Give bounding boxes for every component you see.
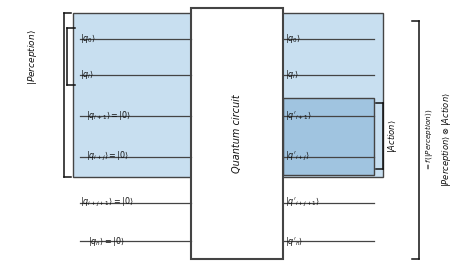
Text: $|q_i\rangle$: $|q_i\rangle$ (80, 68, 94, 81)
Text: $|q_{i+j+1}\rangle=|0\rangle$: $|q_{i+j+1}\rangle=|0\rangle$ (80, 196, 134, 209)
Text: $|q_{i+j}\rangle=|0\rangle$: $|q_{i+j}\rangle=|0\rangle$ (86, 150, 129, 163)
Bar (73, 13, 383, 177)
Text: $|q'_{i+j}\rangle$: $|q'_{i+j}\rangle$ (285, 150, 310, 163)
Text: $|q_0\rangle$: $|q_0\rangle$ (285, 32, 301, 45)
Text: $|Action\rangle$: $|Action\rangle$ (386, 119, 399, 153)
Text: $|Perception\rangle$: $|Perception\rangle$ (26, 29, 39, 85)
Text: $|q'_{i+j+1}\rangle$: $|q'_{i+j+1}\rangle$ (285, 196, 320, 209)
Text: $|q_0\rangle$: $|q_0\rangle$ (80, 32, 96, 45)
Text: $|q_n\rangle=|0\rangle$: $|q_n\rangle=|0\rangle$ (88, 235, 125, 248)
Bar (191, 8, 283, 259)
Text: $= f(|Perception\rangle)$: $= f(|Perception\rangle)$ (423, 109, 436, 171)
Text: $|q'_n\rangle$: $|q'_n\rangle$ (285, 235, 303, 248)
Text: $|Perception\rangle\otimes|Action\rangle$: $|Perception\rangle\otimes|Action\rangle… (440, 92, 453, 187)
Text: $|q'_{i+1}\rangle$: $|q'_{i+1}\rangle$ (285, 109, 311, 122)
Text: $|q_i\rangle$: $|q_i\rangle$ (285, 68, 299, 81)
Text: Quantum circuit: Quantum circuit (232, 94, 242, 173)
Text: $|q_{i+1}\rangle=|0\rangle$: $|q_{i+1}\rangle=|0\rangle$ (86, 109, 131, 122)
Bar (283, 98, 374, 175)
